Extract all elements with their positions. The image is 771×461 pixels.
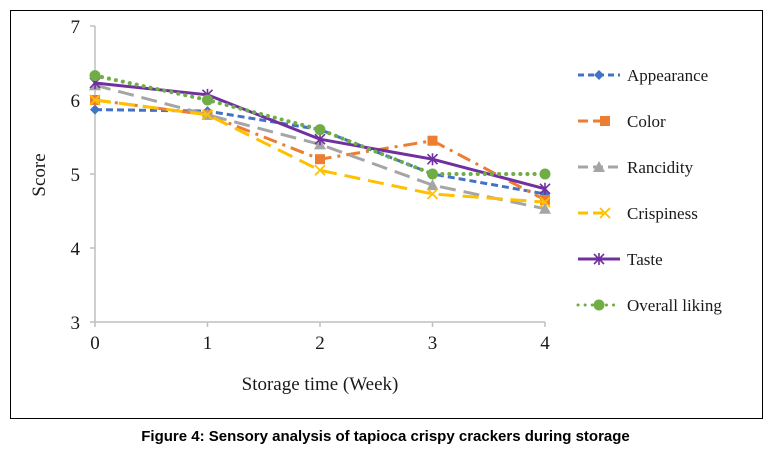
data-point-crispiness bbox=[426, 188, 439, 200]
series-layer bbox=[89, 70, 551, 214]
data-point-overall-liking bbox=[539, 168, 551, 180]
data-point-overall-liking bbox=[314, 124, 326, 136]
series-appearance bbox=[90, 104, 550, 199]
data-point-crispiness bbox=[539, 196, 551, 208]
series-line-crispiness bbox=[94, 98, 546, 204]
y-tick-label: 5 bbox=[71, 165, 81, 186]
figure-caption: Figure 4: Sensory analysis of tapioca cr… bbox=[141, 428, 630, 445]
legend-label-appearance: Appearance bbox=[627, 66, 708, 85]
series-crispiness bbox=[89, 94, 551, 208]
legend-marker-crispiness bbox=[599, 207, 611, 219]
data-point-crispiness bbox=[89, 94, 101, 106]
data-point-taste bbox=[426, 153, 439, 166]
series-overall-liking bbox=[89, 70, 551, 180]
series-color bbox=[90, 95, 550, 205]
legend-marker-color bbox=[600, 116, 610, 126]
data-point-rancidity bbox=[426, 179, 439, 191]
data-point-color bbox=[540, 194, 550, 205]
data-point-rancidity bbox=[539, 202, 551, 214]
data-point-color bbox=[427, 135, 438, 146]
series-line-color bbox=[94, 98, 546, 202]
legend-label-overall-liking: Overall liking bbox=[627, 296, 722, 315]
legend-label-crispiness: Crispiness bbox=[627, 204, 698, 223]
data-point-crispiness bbox=[201, 109, 214, 121]
series-line-rancidity bbox=[94, 83, 546, 211]
series-line-appearance bbox=[94, 108, 546, 196]
legend-item-overall-liking: Overall liking bbox=[576, 296, 722, 315]
data-point-taste bbox=[539, 182, 551, 195]
x-axis-label: Storage time (Week) bbox=[242, 374, 399, 395]
legend-marker-overall-liking bbox=[593, 299, 605, 311]
series-rancidity bbox=[89, 79, 551, 214]
data-point-color bbox=[315, 154, 325, 165]
data-point-overall-liking bbox=[89, 70, 101, 82]
data-point-overall-liking bbox=[202, 94, 213, 106]
legend: Appearance Color Rancidity Crispiness Taste O… bbox=[576, 66, 722, 315]
x-tick-label: 4 bbox=[540, 333, 550, 354]
x-tick-label: 2 bbox=[315, 333, 325, 354]
legend-item-appearance: Appearance bbox=[578, 66, 708, 85]
legend-label-rancidity: Rancidity bbox=[627, 158, 694, 177]
legend-item-taste: Taste bbox=[578, 250, 663, 269]
figure-frame bbox=[10, 10, 763, 419]
legend-marker-taste bbox=[593, 253, 605, 265]
data-point-overall-liking bbox=[427, 168, 438, 180]
x-tick-label: 1 bbox=[203, 333, 213, 354]
data-point-crispiness bbox=[314, 164, 326, 176]
legend-marker-rancidity bbox=[593, 161, 605, 172]
x-tick-label: 3 bbox=[428, 333, 438, 354]
legend-item-rancidity: Rancidity bbox=[578, 158, 694, 177]
y-tick-label: 3 bbox=[71, 313, 81, 334]
y-axis-label: Score bbox=[29, 153, 50, 196]
y-tick-label: 6 bbox=[71, 91, 81, 112]
legend-item-color: Color bbox=[578, 112, 666, 131]
legend-label-taste: Taste bbox=[627, 250, 663, 269]
data-point-appearance bbox=[90, 104, 100, 115]
y-tick-label: 7 bbox=[71, 17, 81, 38]
data-point-taste bbox=[314, 133, 326, 146]
x-tick-label: 0 bbox=[90, 333, 100, 354]
legend-item-crispiness: Crispiness bbox=[578, 204, 698, 223]
series-taste bbox=[89, 76, 551, 195]
axes: 3 4 5 6 7 0 1 2 3 4 bbox=[71, 17, 551, 354]
legend-marker-appearance bbox=[594, 70, 604, 80]
y-tick-label: 4 bbox=[71, 239, 81, 260]
legend-label-color: Color bbox=[627, 112, 666, 131]
series-line-overall-liking bbox=[93, 73, 547, 176]
